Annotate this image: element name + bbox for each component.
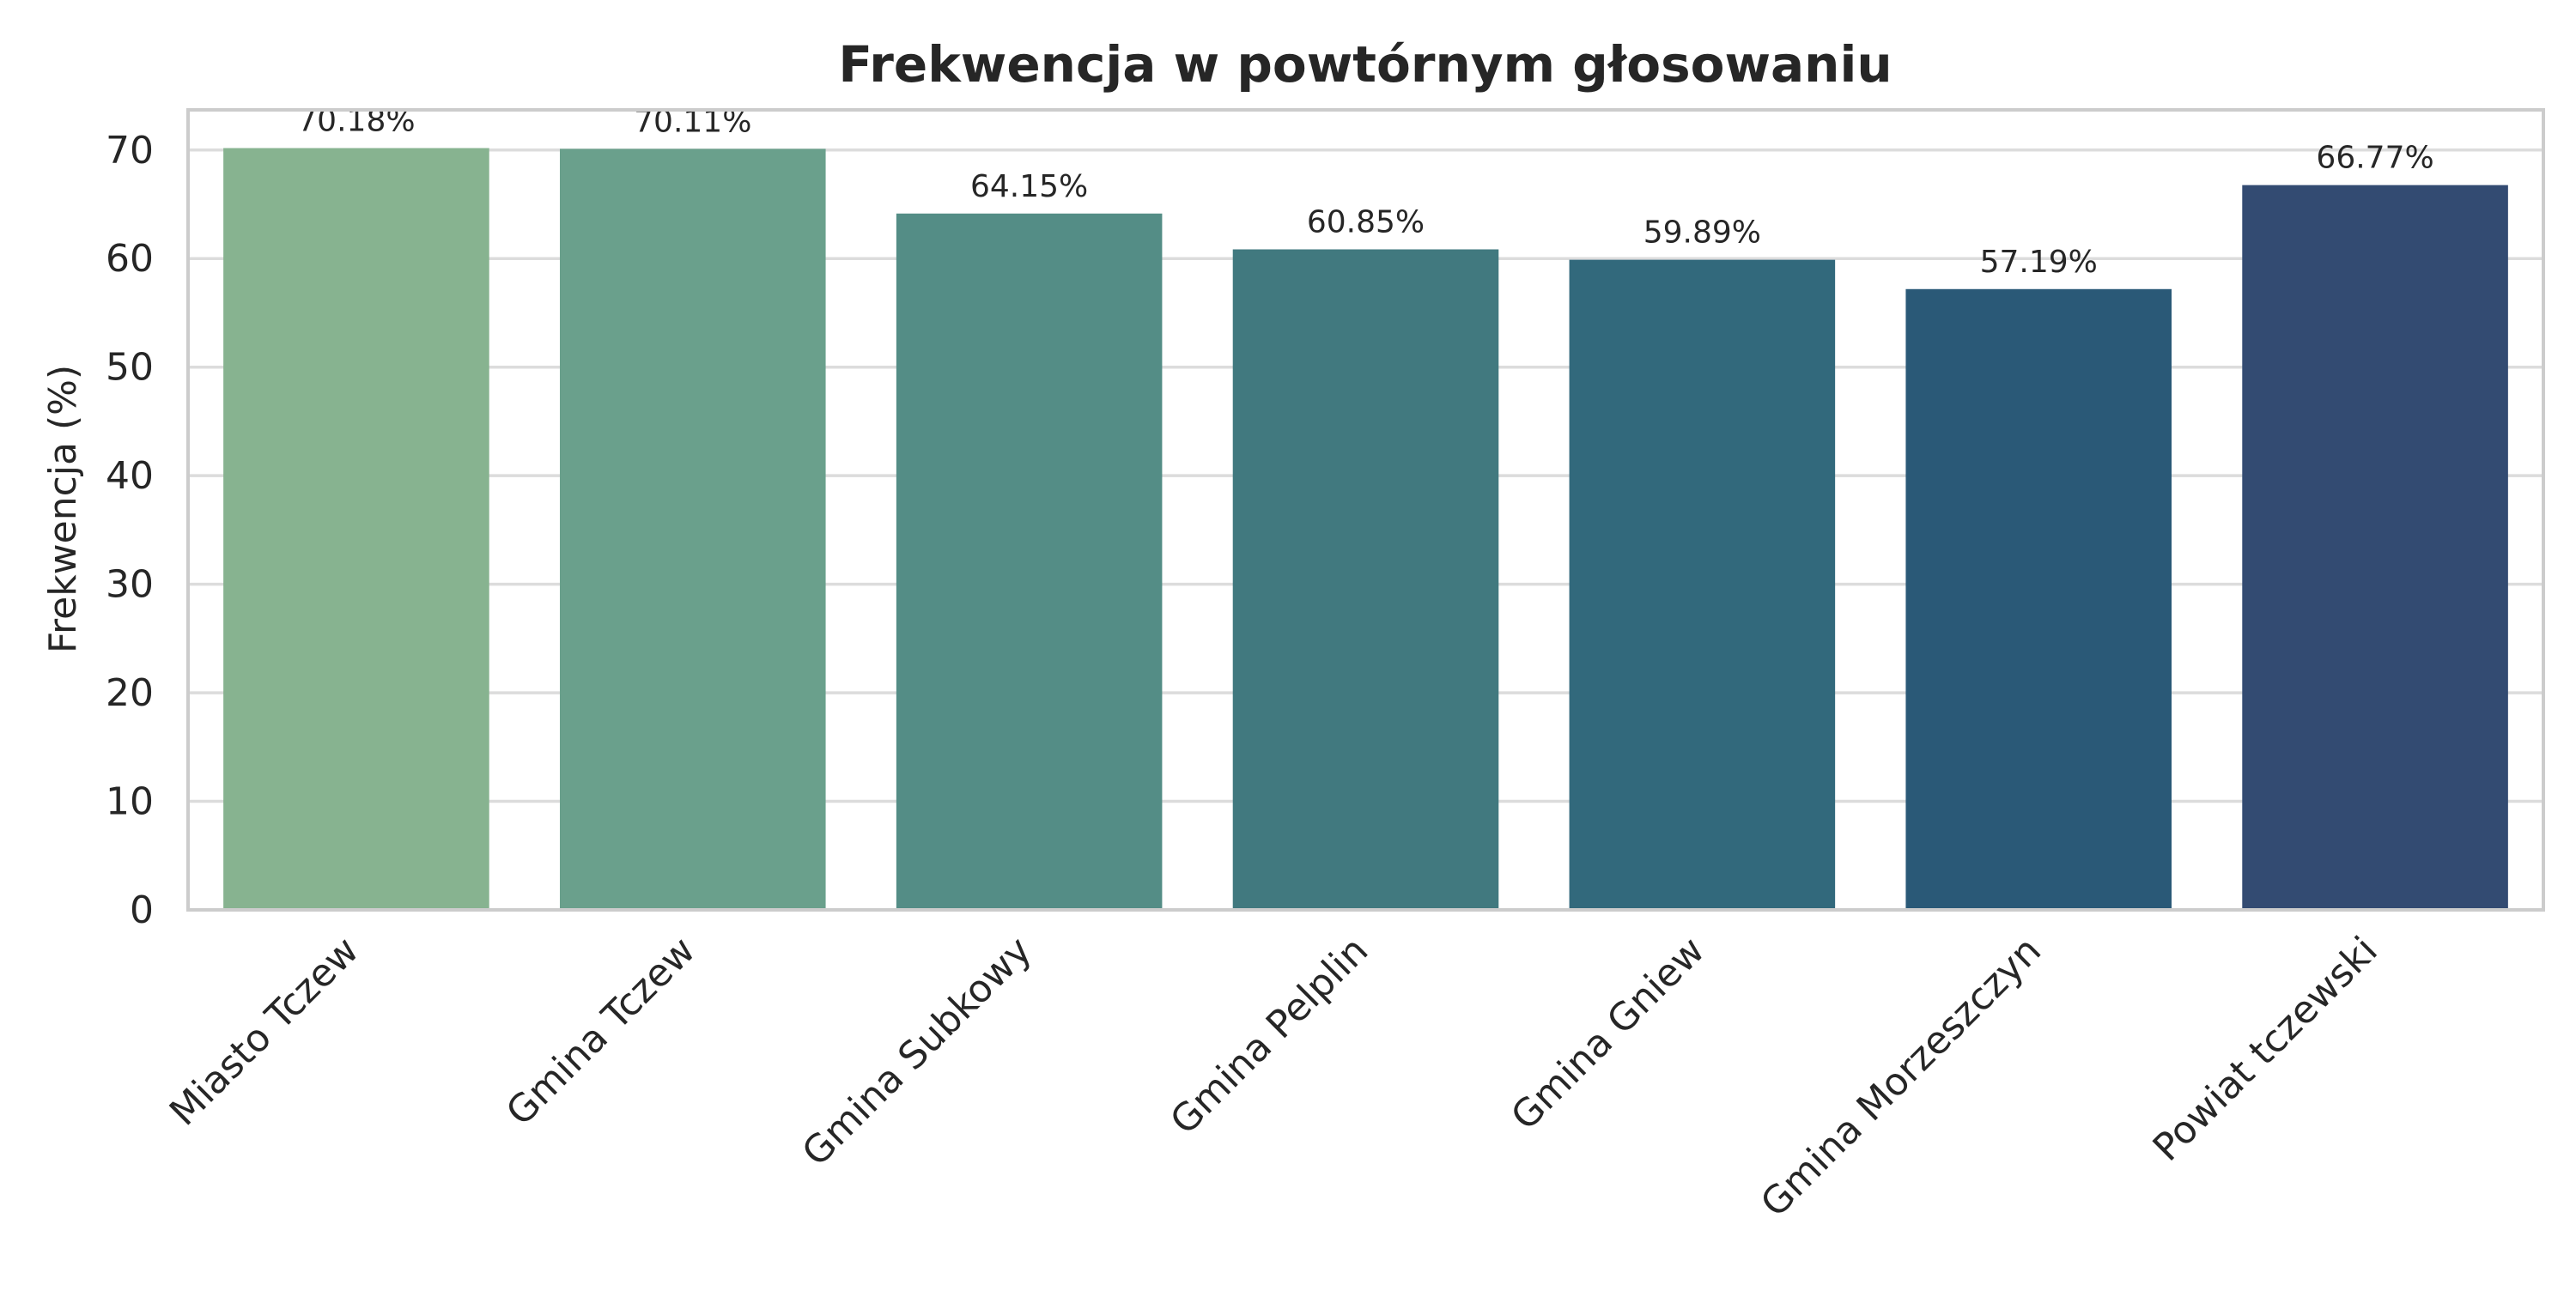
data-label: 64.15% [970, 169, 1088, 204]
bar-gmina-tczew [560, 148, 826, 911]
y-tick-label: 40 [106, 454, 154, 498]
y-tick-label: 60 [106, 237, 154, 281]
y-tick-label: 10 [106, 780, 154, 824]
y-tick-label: 70 [106, 129, 154, 173]
bars [223, 148, 2508, 911]
bar-powiat-tczewski [2242, 185, 2508, 911]
bar-gmina-pelplin [1232, 249, 1499, 910]
y-tick-label: 20 [106, 671, 154, 715]
y-axis-ticks: 0 10 20 30 40 50 60 70 [106, 129, 154, 932]
y-tick-label: 0 [130, 888, 154, 932]
data-labels: 70.18% 70.11%64.15%60.85% 59.89%57.19%66.7… [297, 104, 2433, 280]
y-axis-label: Frekwencja (%) [41, 365, 85, 653]
data-label: 66.77% [2316, 141, 2433, 176]
y-tick-label: 50 [106, 346, 154, 390]
chart-title: Frekwencja w powtórnym głosowaniu [838, 35, 1892, 94]
y-tick-label: 30 [106, 563, 154, 607]
bar-miasto-tczew [223, 148, 489, 910]
plot-frame [186, 108, 2545, 912]
data-label: 60.85% [1307, 204, 1425, 239]
bar-gmina-gniew [1569, 259, 1836, 910]
data-label: 59.89% [1643, 215, 1761, 251]
bar-gmina-morzeszczyn [1905, 288, 2172, 910]
bar-gmina-subkowy [896, 213, 1163, 911]
data-label: 57.19% [1980, 245, 2098, 280]
